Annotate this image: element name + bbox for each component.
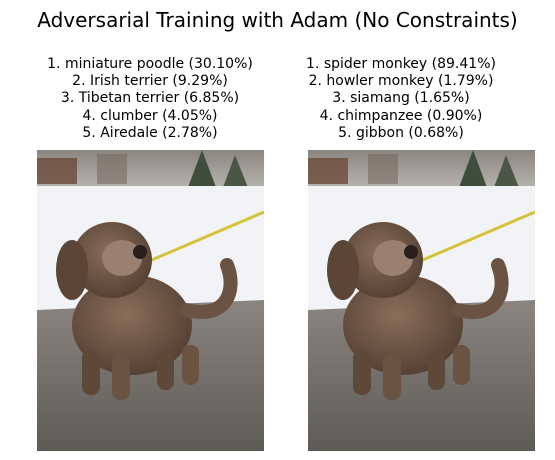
prediction-4: 4. clumber (4.05%) [82,107,218,124]
prediction-2: 2. Irish terrier (9.29%) [72,73,228,90]
prediction-1: 1. spider monkey (89.41%) [306,56,496,72]
adversarial-panel-predictions: 1. spider monkey (89.41%) 2. howler monk… [281,56,521,142]
dog-in-snow-image [308,150,535,451]
adversarial-dog-photo [308,150,535,451]
original-dog-photo [37,150,264,451]
prediction-2: 2. howler monkey (1.79%) [308,73,494,90]
prediction-4: 4. chimpanzee (0.90%) [319,107,483,124]
prediction-3: 3. Tibetan terrier (6.85%) [60,90,240,107]
prediction-1: 1. miniature poodle (30.10%) [47,56,253,72]
prediction-3: 3. siamang (1.65%) [332,90,470,107]
prediction-list: 1. spider monkey (89.41%) 2. howler monk… [281,56,521,142]
figure-title: Adversarial Training with Adam (No Const… [37,8,518,32]
dog-in-snow-image [37,150,264,451]
prediction-5: 5. Airedale (2.78%) [82,124,218,141]
original-panel-predictions: 1. miniature poodle (30.10%) 2. Irish te… [30,56,270,142]
prediction-5: 5. gibbon (0.68%) [338,124,464,141]
prediction-list: 1. miniature poodle (30.10%) 2. Irish te… [30,56,270,142]
